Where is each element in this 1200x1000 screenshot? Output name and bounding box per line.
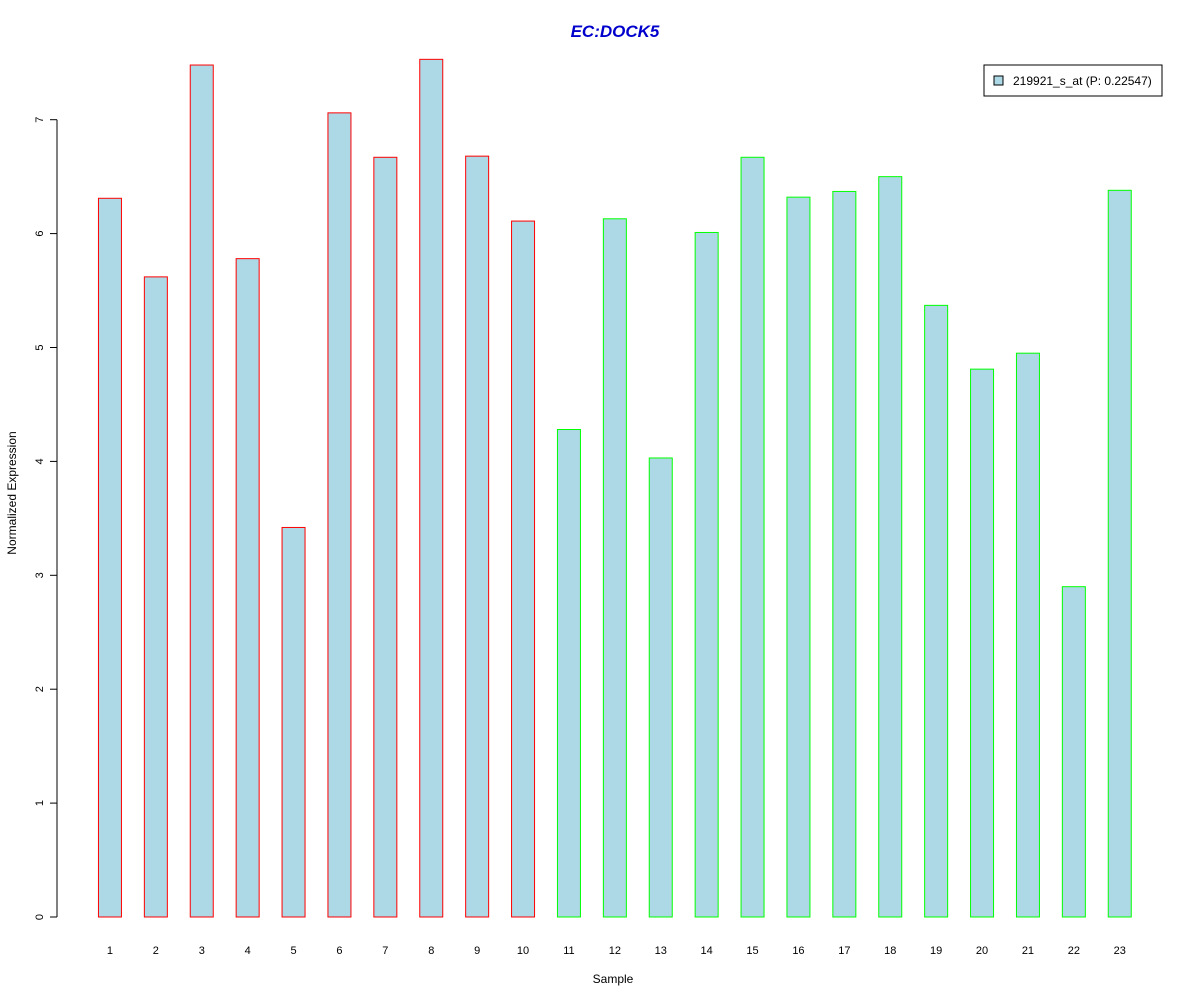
y-tick-label: 1: [34, 800, 46, 806]
x-tick-label: 19: [930, 945, 942, 957]
y-axis-title: Normalized Expression: [5, 431, 19, 554]
bar-sample-23: [1107, 189, 1132, 918]
bar-sample-2: [143, 276, 168, 918]
bar-sample-22: [1061, 586, 1086, 918]
x-tick-label: 10: [517, 945, 529, 957]
x-axis-ticks: 1 2 3 4 5 6 7 8 9 10 11 12 13 14 15 16 17 18 19 20 21 22 23: [107, 945, 1126, 957]
x-tick-label: 15: [746, 945, 758, 957]
x-tick-label: 23: [1114, 945, 1126, 957]
bar-sample-20: [970, 368, 995, 918]
bar-sample-18: [878, 176, 903, 918]
bar-sample-1: [97, 197, 122, 918]
chart-title: EC:DOCK5: [571, 22, 660, 41]
x-tick-label: 17: [838, 945, 850, 957]
y-tick-label: 3: [34, 572, 46, 578]
bar-sample-13: [648, 457, 673, 918]
x-axis-title: Sample: [593, 972, 634, 986]
x-tick-label: 18: [884, 945, 896, 957]
bars: [97, 58, 1132, 918]
x-tick-label: 7: [382, 945, 388, 957]
bar-sample-19: [924, 304, 949, 918]
bar-sample-16: [786, 196, 811, 918]
bar-sample-15: [740, 156, 765, 918]
x-tick-label: 6: [336, 945, 342, 957]
legend-swatch: [993, 75, 1004, 86]
x-tick-label: 20: [976, 945, 988, 957]
x-tick-label: 11: [563, 945, 574, 957]
bar-sample-5: [281, 526, 306, 918]
bar-sample-10: [511, 220, 536, 918]
y-tick-label: 7: [34, 117, 46, 123]
bar-sample-3: [189, 64, 214, 918]
x-tick-label: 3: [199, 945, 205, 957]
y-tick-label: 2: [34, 686, 46, 692]
bar-sample-6: [327, 112, 352, 918]
bar-sample-12: [602, 218, 627, 918]
bar-sample-4: [235, 258, 260, 918]
y-tick-label: 5: [34, 344, 46, 350]
x-tick-label: 16: [792, 945, 804, 957]
bar-sample-11: [556, 429, 581, 918]
x-tick-label: 5: [290, 945, 296, 957]
y-tick-label: 6: [34, 231, 46, 237]
x-tick-label: 1: [107, 945, 113, 957]
y-axis: 0 1 2 3 4 5 6 7: [34, 117, 58, 920]
x-tick-label: 2: [153, 945, 159, 957]
y-tick-label: 4: [34, 458, 46, 464]
legend-box: [983, 64, 1163, 97]
legend-label: 219921_s_at (P: 0.22547): [1013, 74, 1152, 88]
bar-sample-8: [419, 58, 444, 918]
x-tick-label: 4: [245, 945, 251, 957]
bar-sample-7: [373, 156, 398, 918]
x-tick-label: 12: [609, 945, 621, 957]
bar-sample-14: [694, 231, 719, 918]
x-tick-label: 9: [474, 945, 480, 957]
x-tick-label: 14: [701, 945, 713, 957]
bar-sample-21: [1015, 352, 1040, 918]
y-tick-label: 0: [34, 914, 46, 920]
legend: 219921_s_at (P: 0.22547): [983, 64, 1163, 97]
x-tick-label: 8: [428, 945, 434, 957]
bar-sample-17: [832, 190, 857, 918]
bar-sample-9: [465, 155, 490, 918]
x-tick-label: 21: [1022, 945, 1034, 957]
x-tick-label: 22: [1068, 945, 1080, 957]
x-tick-label: 13: [655, 945, 667, 957]
